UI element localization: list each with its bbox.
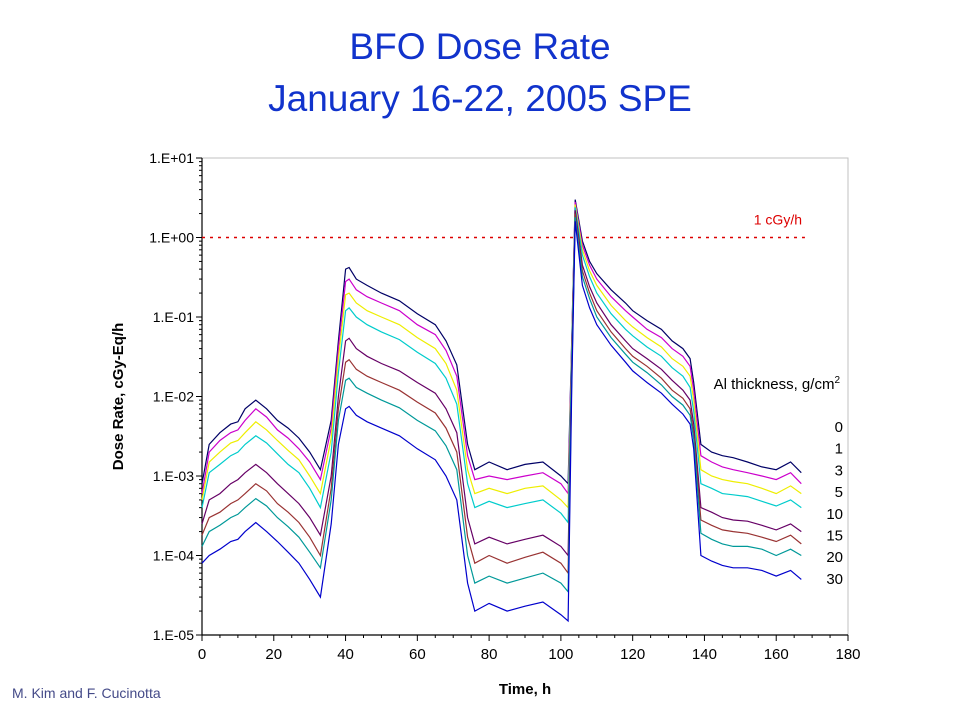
series-line-0 xyxy=(201,199,802,486)
x-tick-label: 160 xyxy=(764,646,789,663)
legend-entry-30: 30 xyxy=(826,571,843,588)
legend-entry-10: 10 xyxy=(826,506,843,523)
y-tick-label: 1.E-05 xyxy=(153,627,194,643)
x-tick-label: 40 xyxy=(337,646,354,663)
x-tick-label: 120 xyxy=(620,646,645,663)
y-tick-label: 1.E-01 xyxy=(153,309,194,325)
y-tick-label: 1.E-03 xyxy=(153,468,194,484)
x-tick-label: 180 xyxy=(835,646,860,663)
x-axis-label: Time, h xyxy=(499,681,551,698)
y-tick-label: 1.E-02 xyxy=(153,389,194,405)
x-tick-label: 80 xyxy=(481,646,498,663)
x-tick-label: 100 xyxy=(548,646,573,663)
legend-entry-5: 5 xyxy=(835,484,843,501)
series-line-15 xyxy=(201,213,802,575)
y-tick-label: 1.E+00 xyxy=(149,230,194,246)
series-line-1 xyxy=(201,201,802,496)
x-tick-label: 0 xyxy=(198,646,206,663)
chart-title-line1: BFO Dose Rate xyxy=(349,26,611,67)
legend-entry-1: 1 xyxy=(835,441,843,458)
series-line-3 xyxy=(201,204,802,510)
chart-title-line2: January 16-22, 2005 SPE xyxy=(268,78,692,119)
series-line-5 xyxy=(201,207,802,525)
x-tick-label: 20 xyxy=(265,646,282,663)
threshold-label: 1 cGy/h xyxy=(754,212,802,228)
series-line-20 xyxy=(201,217,802,594)
legend-entry-0: 0 xyxy=(835,419,843,436)
y-tick-label: 1.E-04 xyxy=(153,548,194,564)
series-line-30 xyxy=(201,221,802,623)
y-axis-label: Dose Rate, cGy-Eq/h xyxy=(110,323,127,471)
y-tick-label: 1.E+01 xyxy=(149,150,194,166)
author-credit: M. Kim and F. Cucinotta xyxy=(12,685,161,701)
legend-entry-15: 15 xyxy=(826,528,843,545)
x-tick-label: 60 xyxy=(409,646,426,663)
legend-entry-20: 20 xyxy=(826,549,843,566)
legend-title: Al thickness, g/cm2 xyxy=(714,375,841,393)
x-tick-label: 140 xyxy=(692,646,717,663)
series-line-10 xyxy=(201,210,802,558)
legend-entry-3: 3 xyxy=(835,462,843,479)
